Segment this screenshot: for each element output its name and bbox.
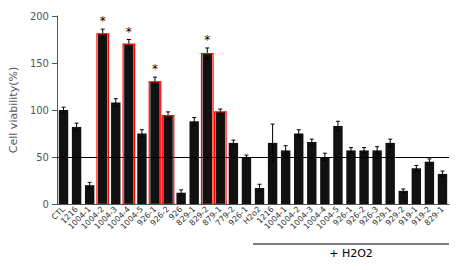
svg-text:926-2: 926-2 [148,204,172,228]
svg-text:+ H2O2: + H2O2 [329,247,373,260]
svg-text:1004-4: 1004-4 [301,204,328,232]
svg-text:926-2: 926-2 [344,204,368,228]
svg-text:1004-4: 1004-4 [105,204,132,232]
svg-text:50: 50 [36,152,49,163]
svg-text:919-2: 919-2 [409,204,433,228]
svg-text:*: * [204,33,210,47]
svg-text:919-1: 919-1 [396,204,420,228]
svg-text:1004-5: 1004-5 [314,204,342,232]
svg-text:100: 100 [30,105,49,116]
svg-text:Cell viability(%): Cell viability(%) [7,67,20,153]
svg-text:929-2: 929-2 [383,204,407,228]
svg-text:879-1: 879-1 [200,204,224,228]
svg-text:150: 150 [30,58,49,69]
svg-text:926-1: 926-1 [331,204,355,228]
svg-text:1004-1: 1004-1 [66,204,93,232]
svg-text:926-1: 926-1 [226,204,250,228]
svg-text:H2o2: H2o2 [241,204,263,227]
svg-text:829-1: 829-1 [423,205,446,228]
svg-text:829-1: 829-1 [174,204,198,228]
svg-text:1004-3: 1004-3 [92,204,119,232]
svg-text:CTL: CTL [49,204,67,222]
svg-text:829-2: 829-2 [187,204,211,228]
svg-text:*: * [100,14,106,28]
svg-text:1004-5: 1004-5 [118,204,146,232]
svg-text:926-3: 926-3 [357,204,381,228]
svg-text:1004-2: 1004-2 [79,204,106,232]
svg-text:779-2: 779-2 [213,204,237,228]
svg-text:929-1: 929-1 [370,204,394,228]
svg-text:926: 926 [167,204,185,222]
svg-text:926-1: 926-1 [135,204,159,228]
svg-text:*: * [152,62,158,76]
svg-text:1216: 1216 [59,204,80,226]
svg-text:1216: 1216 [255,204,276,226]
svg-text:*: * [126,25,132,39]
svg-text:1004-2: 1004-2 [275,204,302,232]
svg-text:200: 200 [30,11,49,22]
svg-text:1004-3: 1004-3 [288,204,315,232]
svg-text:1004-1: 1004-1 [262,204,289,232]
svg-text:0: 0 [43,199,49,210]
